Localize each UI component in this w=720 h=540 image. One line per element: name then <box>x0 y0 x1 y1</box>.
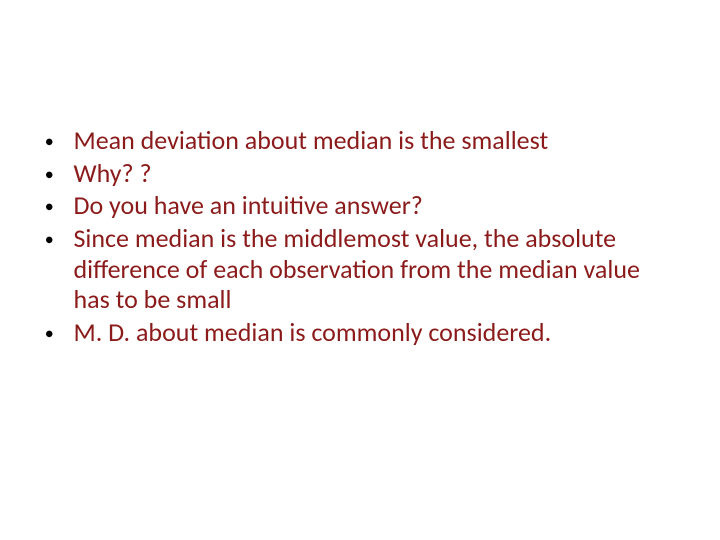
list-item: ● Mean deviation about median is the sma… <box>45 125 675 156</box>
bullet-text: Since median is the middlemost value, th… <box>73 223 675 315</box>
bullet-icon: ● <box>45 326 53 343</box>
bullet-text: Do you have an intuitive answer? <box>73 190 675 221</box>
list-item: ● Why? ? <box>45 158 675 189</box>
bullet-text: Mean deviation about median is the small… <box>73 125 675 156</box>
list-item: ● Since median is the middlemost value, … <box>45 223 675 315</box>
bullet-icon: ● <box>45 232 53 249</box>
list-item: ● Do you have an intuitive answer? <box>45 190 675 221</box>
list-item: ● M. D. about median is commonly conside… <box>45 317 675 348</box>
bullet-icon: ● <box>45 167 53 184</box>
bullet-text: Why? ? <box>73 158 675 189</box>
bullet-text: M. D. about median is commonly considere… <box>73 317 675 348</box>
bullet-list: ● Mean deviation about median is the sma… <box>45 125 675 348</box>
bullet-icon: ● <box>45 134 53 151</box>
slide-container: ● Mean deviation about median is the sma… <box>0 0 720 540</box>
bullet-icon: ● <box>45 199 53 216</box>
